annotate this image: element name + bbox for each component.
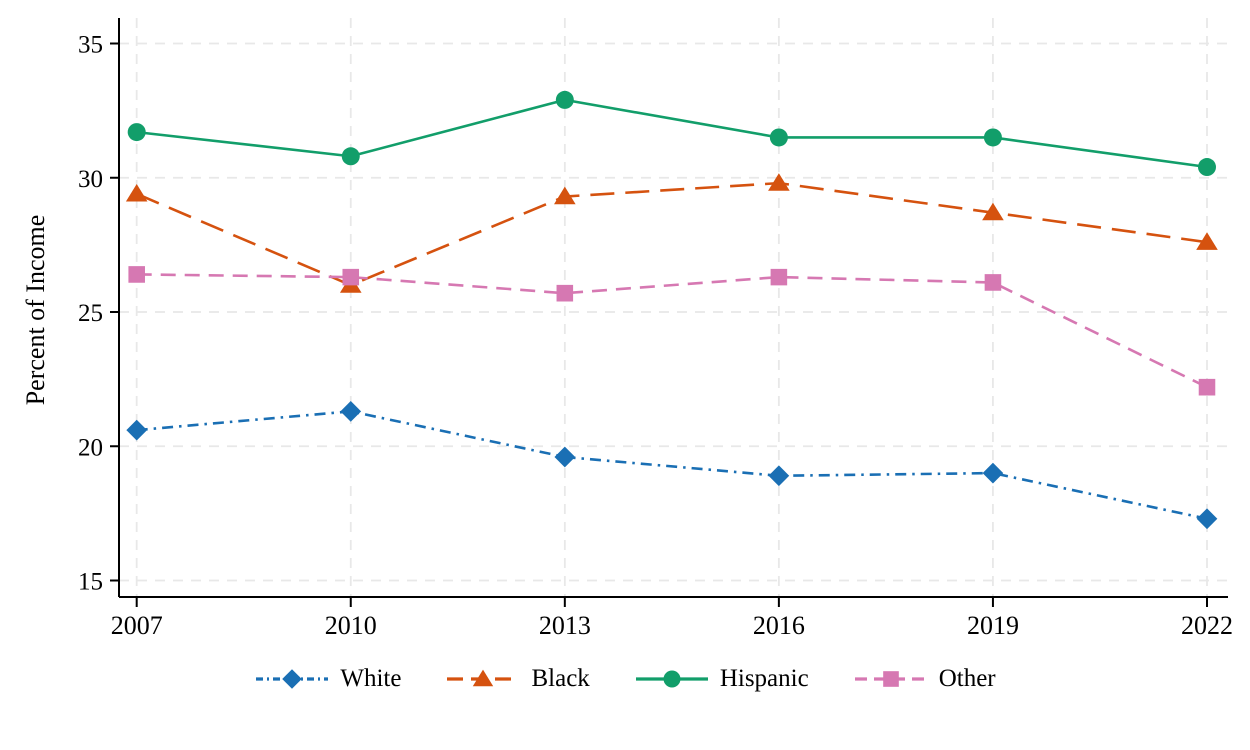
series-marker-square xyxy=(128,266,145,283)
legend-item-black: Black xyxy=(445,665,590,693)
legend-label-black: Black xyxy=(531,665,590,692)
x-tick-label: 2022 xyxy=(1181,611,1233,640)
series-marker-triangle xyxy=(982,202,1004,221)
series-marker-square xyxy=(1198,378,1216,396)
series-marker-square xyxy=(556,284,574,302)
x-tick-label: 2013 xyxy=(539,611,591,640)
y-tick-label: 35 xyxy=(78,32,103,59)
series-marker-square xyxy=(984,274,1002,291)
plot-area: 15 20 25 30 35 2007 2010 2013 2016 2019 2022 xyxy=(78,18,1233,640)
series-marker-diamond xyxy=(768,465,790,487)
series-marker-circle xyxy=(983,128,1002,147)
series-marker-square xyxy=(882,671,899,687)
series-line-hispanic xyxy=(136,98,1208,169)
legend-label-white: White xyxy=(340,665,402,692)
series-marker-diamond xyxy=(554,446,576,468)
other-series-swatch xyxy=(854,671,927,687)
white-series-swatch xyxy=(256,669,329,689)
x-tick-label: 2007 xyxy=(111,611,163,640)
x-tick-label: 2019 xyxy=(967,611,1019,640)
legend-label-other: Other xyxy=(938,665,996,692)
series-marker-square xyxy=(342,268,360,286)
series-marker-circle xyxy=(663,670,681,688)
series-marker-diamond xyxy=(282,669,303,689)
y-tick-label: 30 xyxy=(78,166,103,193)
series-marker-circle xyxy=(127,123,146,142)
series-marker-triangle xyxy=(768,173,790,191)
y-tick-label: 15 xyxy=(78,569,103,596)
series-marker-circle xyxy=(555,90,574,109)
series-marker-circle xyxy=(1198,158,1216,177)
series-marker-diamond xyxy=(126,419,148,441)
series-marker-triangle xyxy=(554,186,576,205)
x-tick-label: 2016 xyxy=(753,611,805,640)
series-marker-square xyxy=(770,268,788,286)
legend-item-hispanic: Hispanic xyxy=(634,665,809,693)
legend-item-white: White xyxy=(254,665,401,693)
series-marker-diamond xyxy=(340,400,362,422)
series-line-other xyxy=(136,273,1208,389)
series-line-white xyxy=(136,410,1208,521)
black-series-swatch xyxy=(447,669,520,687)
series-marker-diamond xyxy=(982,462,1004,484)
y-tick-label: 20 xyxy=(78,434,103,461)
series-marker-diamond xyxy=(1196,508,1218,530)
series-marker-triangle xyxy=(125,183,148,202)
legend: White Black Hispanic Other xyxy=(0,665,1250,693)
y-tick-label: 25 xyxy=(78,300,103,327)
series-marker-circle xyxy=(341,147,360,166)
x-tick-label: 2010 xyxy=(325,611,377,640)
series-marker-circle xyxy=(769,128,788,147)
legend-item-other: Other xyxy=(853,665,996,693)
legend-label-hispanic: Hispanic xyxy=(719,665,809,692)
hispanic-series-swatch xyxy=(635,670,708,688)
series-line-black xyxy=(136,181,1208,287)
series-marker-triangle xyxy=(473,669,494,687)
series-marker-triangle xyxy=(1196,232,1218,250)
